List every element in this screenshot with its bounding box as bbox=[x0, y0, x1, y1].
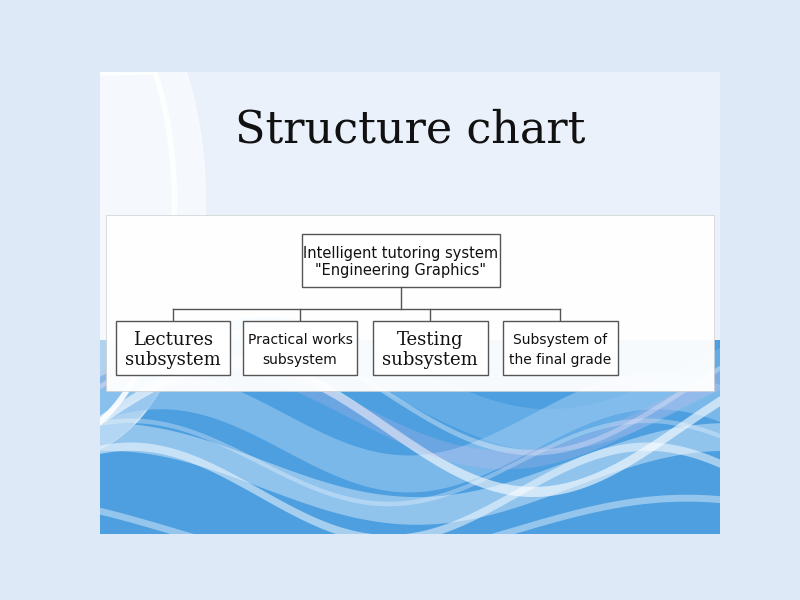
FancyBboxPatch shape bbox=[503, 322, 618, 374]
Polygon shape bbox=[100, 317, 720, 451]
Polygon shape bbox=[38, 419, 782, 506]
FancyBboxPatch shape bbox=[302, 233, 500, 287]
Text: Structure chart: Structure chart bbox=[235, 108, 585, 151]
Polygon shape bbox=[100, 340, 720, 534]
Text: Testing: Testing bbox=[397, 331, 463, 349]
Text: the final grade: the final grade bbox=[510, 353, 611, 367]
FancyBboxPatch shape bbox=[115, 322, 230, 374]
Polygon shape bbox=[38, 330, 782, 455]
FancyBboxPatch shape bbox=[373, 322, 487, 374]
Polygon shape bbox=[100, 423, 720, 525]
Text: subsystem: subsystem bbox=[262, 353, 338, 367]
Text: subsystem: subsystem bbox=[382, 351, 478, 369]
Text: Intelligent tutoring system: Intelligent tutoring system bbox=[303, 247, 498, 262]
Polygon shape bbox=[0, 0, 206, 455]
Polygon shape bbox=[100, 72, 720, 358]
Text: subsystem: subsystem bbox=[125, 351, 221, 369]
Text: Subsystem of: Subsystem of bbox=[514, 333, 607, 347]
Polygon shape bbox=[38, 358, 782, 497]
Text: "Engineering Graphics": "Engineering Graphics" bbox=[315, 263, 486, 278]
FancyBboxPatch shape bbox=[242, 322, 358, 374]
FancyBboxPatch shape bbox=[106, 215, 714, 391]
Polygon shape bbox=[100, 349, 720, 469]
Polygon shape bbox=[38, 495, 782, 566]
Text: Lectures: Lectures bbox=[133, 331, 213, 349]
Text: Practical works: Practical works bbox=[247, 333, 352, 347]
Polygon shape bbox=[38, 443, 782, 543]
Polygon shape bbox=[100, 373, 720, 493]
